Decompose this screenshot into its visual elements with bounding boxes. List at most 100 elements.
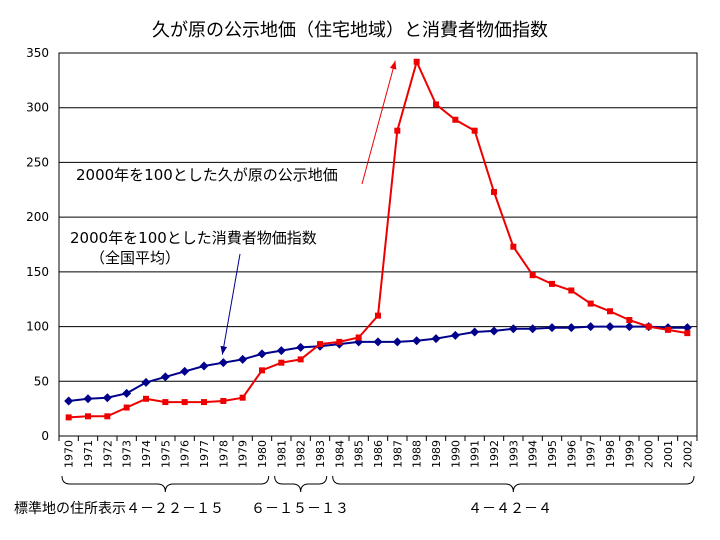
address-label: 標準地の住所表示	[14, 501, 126, 517]
x-tick-label: 1990	[449, 440, 462, 468]
data-point	[218, 358, 228, 368]
data-point	[317, 341, 323, 348]
x-tick-label: 1976	[179, 440, 192, 468]
data-point	[412, 336, 422, 346]
data-point	[104, 413, 111, 420]
plot-area	[58, 52, 698, 437]
x-tick-label: 1971	[82, 440, 95, 468]
x-tick-label: 1978	[217, 440, 230, 468]
data-point	[470, 327, 480, 337]
data-point	[355, 334, 362, 341]
x-tick-label: 1991	[469, 440, 482, 468]
data-point	[238, 354, 248, 364]
data-point	[586, 322, 596, 332]
data-point	[587, 300, 594, 307]
x-tick-label: 1972	[101, 440, 114, 468]
x-tick-label: 1992	[488, 440, 501, 468]
x-tick-label: 1998	[604, 440, 617, 468]
data-point	[181, 399, 188, 406]
data-point	[528, 324, 538, 334]
data-point	[549, 280, 555, 287]
data-point	[566, 323, 576, 333]
data-point	[143, 395, 149, 402]
address-brackets: ４－２２－１５ ６－１５－１３ ４－４２－４	[61, 475, 695, 517]
y-tick-label: 0	[41, 429, 49, 443]
annotation-cpi: 2000年を100とした消費者物価指数	[70, 229, 317, 247]
data-point	[102, 393, 112, 403]
annotation-arrow-cpi	[221, 253, 241, 355]
x-tick-label: 1980	[256, 440, 269, 468]
data-point	[491, 188, 497, 195]
data-point	[684, 330, 691, 337]
data-point	[85, 413, 91, 420]
x-tick-label: 1988	[411, 440, 424, 468]
y-tick-label: 200	[26, 210, 49, 224]
data-point	[141, 377, 151, 387]
data-point	[665, 326, 671, 333]
data-point	[122, 388, 132, 398]
data-point	[489, 326, 499, 336]
x-tick-label: 1974	[140, 440, 153, 468]
x-tick-label: 1970	[63, 440, 76, 468]
data-point	[392, 337, 402, 347]
y-tick-label: 50	[34, 374, 49, 388]
x-tick-label: 1983	[314, 440, 327, 468]
data-point	[336, 338, 343, 345]
x-tick-label: 1993	[507, 440, 520, 468]
annotation-cpi-sub: （全国平均）	[90, 249, 180, 267]
data-point	[626, 317, 633, 324]
data-point	[257, 349, 267, 359]
address-bracket	[332, 475, 695, 493]
data-point	[65, 414, 72, 421]
data-point	[162, 399, 169, 406]
x-tick-label: 1995	[546, 440, 559, 468]
data-point	[64, 396, 74, 406]
data-point	[624, 322, 634, 332]
series-layer	[64, 58, 692, 421]
address-bracket	[61, 475, 270, 493]
data-point	[296, 342, 306, 352]
y-tick-label: 150	[26, 265, 49, 279]
data-point	[297, 356, 304, 363]
x-tick-label: 1984	[333, 440, 346, 468]
x-tick-label: 1994	[527, 440, 540, 468]
grid	[59, 52, 697, 382]
annotation-arrow-cpi-head	[220, 345, 228, 355]
x-tick-label: 1981	[275, 440, 288, 468]
x-tick-label: 1985	[353, 440, 366, 468]
address-group-label: ６－１５－１３	[251, 501, 349, 517]
data-point	[471, 127, 478, 134]
annotation-arrow-land-price-head	[389, 60, 397, 70]
annotation-arrow-land-price	[361, 60, 396, 185]
data-point	[568, 287, 575, 294]
x-tick-label: 1986	[372, 440, 385, 468]
annotations: 2000年を100とした久が原の公示地価 2000年を100とした消費者物価指数 （…	[70, 60, 397, 355]
data-point	[645, 323, 652, 330]
address-group-label: ４－４２－４	[468, 501, 552, 517]
y-tick-label: 100	[26, 320, 49, 334]
data-point	[452, 116, 459, 123]
x-tick-label: 1999	[623, 440, 636, 468]
data-point	[239, 394, 246, 401]
x-tick-label: 2000	[643, 440, 656, 468]
y-tick-label: 350	[26, 46, 49, 60]
data-point	[160, 372, 170, 382]
data-point	[433, 101, 439, 108]
data-point	[508, 324, 518, 334]
x-tick-label: 1973	[121, 440, 134, 468]
data-point	[83, 394, 93, 404]
data-point	[278, 359, 285, 366]
x-tick-label: 2001	[662, 440, 675, 468]
annotation-land-price: 2000年を100とした久が原の公示地価	[76, 166, 338, 184]
x-tick-label: 1975	[159, 440, 172, 468]
data-point	[394, 127, 401, 134]
data-point	[605, 322, 615, 332]
axes: 0 50 100 150 200 250 300 350 1970 1971 1972 1973 197…	[26, 46, 698, 468]
x-tick-label: 1997	[585, 440, 598, 468]
x-tick-label: 1989	[430, 440, 443, 468]
address-bracket	[274, 475, 328, 493]
data-point	[682, 323, 692, 333]
data-point	[201, 399, 207, 406]
data-point	[373, 337, 383, 347]
